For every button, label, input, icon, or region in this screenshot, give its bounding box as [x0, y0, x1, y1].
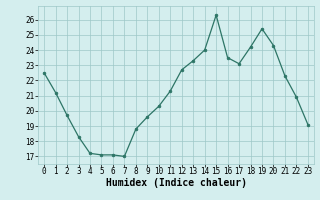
X-axis label: Humidex (Indice chaleur): Humidex (Indice chaleur)	[106, 178, 246, 188]
